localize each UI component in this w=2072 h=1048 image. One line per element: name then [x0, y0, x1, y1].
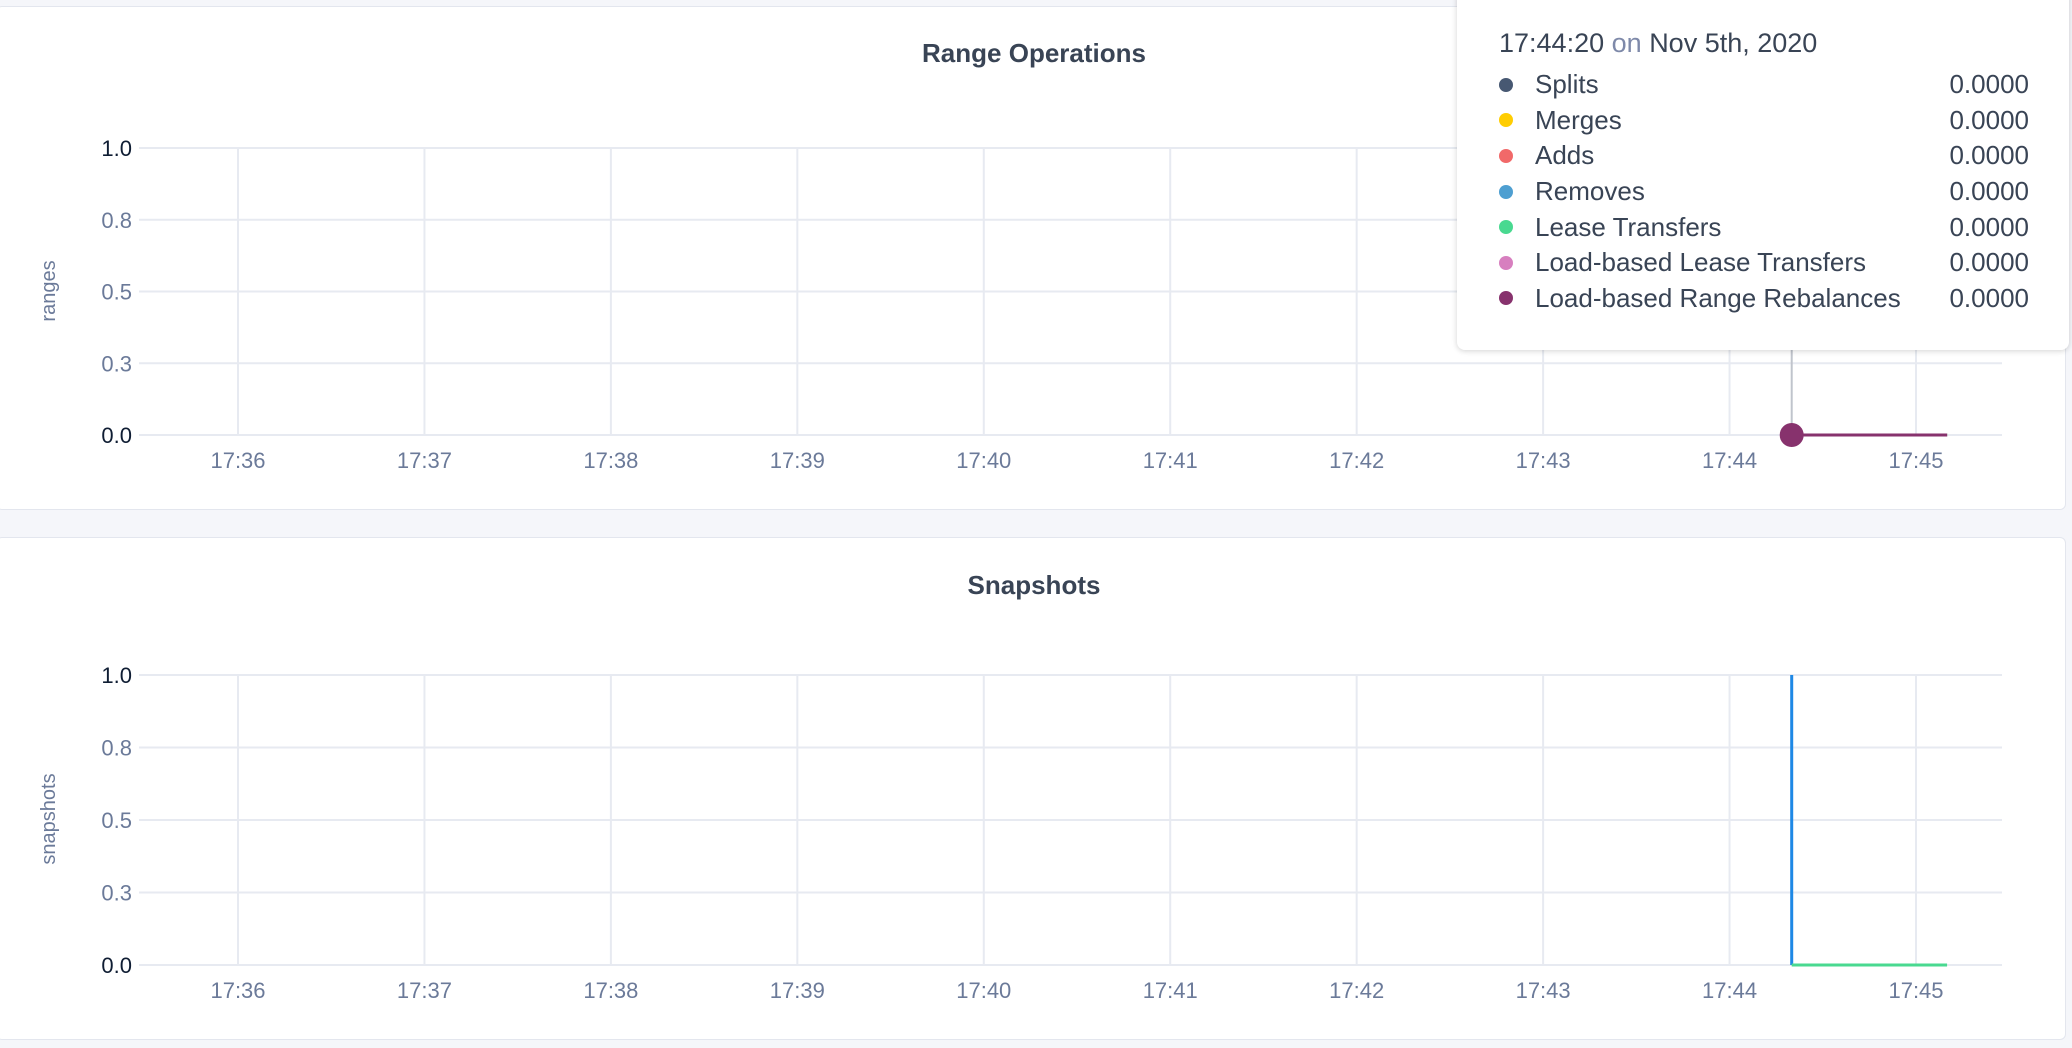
tooltip-series-value: 0.0000 — [1949, 176, 2029, 207]
hover-tooltip: 17:44:20 on Nov 5th, 2020 Splits 0.0000 Me… — [1457, 0, 2069, 350]
snapshots-panel — [0, 537, 2066, 1040]
x-tick-label: 17:45 — [1888, 448, 1943, 473]
legend-dot-icon — [1499, 113, 1513, 128]
legend-dot-icon — [1499, 77, 1513, 92]
legend-dot-icon — [1499, 255, 1513, 270]
tooltip-date: Nov 5th, 2020 — [1649, 28, 1818, 58]
y-tick-label: 0.8 — [101, 208, 132, 233]
tooltip-series-value: 0.0000 — [1949, 140, 2029, 171]
x-tick-label: 17:39 — [770, 978, 825, 1003]
tooltip-on: on — [1611, 28, 1642, 58]
legend-dot-icon — [1499, 291, 1513, 306]
x-tick-label: 17:36 — [210, 448, 265, 473]
y-axis-label: snapshots — [38, 773, 60, 864]
tooltip-row: Adds 0.0000 — [1499, 138, 2069, 174]
x-tick-label: 17:42 — [1329, 978, 1384, 1003]
y-tick-label: 1.0 — [101, 136, 132, 161]
tooltip-series-label: Load-based Lease Transfers — [1535, 247, 1866, 278]
x-tick-label: 17:40 — [956, 978, 1011, 1003]
chart-title: Range Operations — [922, 38, 1146, 68]
tooltip-series-label: Adds — [1535, 140, 1595, 171]
legend-dot-icon — [1499, 148, 1513, 163]
hover-point — [1779, 423, 1804, 447]
x-tick-label: 17:37 — [397, 978, 452, 1003]
x-tick-label: 17:43 — [1516, 978, 1571, 1003]
x-tick-label: 17:39 — [770, 448, 825, 473]
tooltip-row: Load-based Range Rebalances 0.0000 — [1499, 281, 2069, 317]
y-tick-label: 0.0 — [101, 953, 132, 978]
x-tick-label: 17:41 — [1143, 978, 1198, 1003]
y-tick-label: 0.5 — [101, 280, 132, 305]
tooltip-series-value: 0.0000 — [1949, 247, 2029, 278]
tooltip-time: 17:44:20 — [1499, 28, 1605, 58]
y-tick-label: 0.0 — [101, 423, 132, 448]
x-tick-label: 17:37 — [397, 448, 452, 473]
x-tick-label: 17:36 — [210, 978, 265, 1003]
tooltip-series-value: 0.0000 — [1949, 69, 2029, 100]
tooltip-series-label: Removes — [1535, 176, 1645, 207]
tooltip-series-value: 0.0000 — [1949, 104, 2029, 135]
tooltip-series-label: Lease Transfers — [1535, 211, 1722, 242]
tooltip-header: 17:44:20 on Nov 5th, 2020 — [1499, 28, 2069, 59]
x-tick-label: 17:38 — [583, 978, 638, 1003]
x-tick-label: 17:41 — [1143, 448, 1198, 473]
tooltip-row: Merges 0.0000 — [1499, 103, 2069, 139]
y-tick-label: 1.0 — [101, 663, 132, 688]
y-tick-label: 0.5 — [101, 808, 132, 833]
tooltip-row: Load-based Lease Transfers 0.0000 — [1499, 245, 2069, 281]
x-tick-label: 17:38 — [583, 448, 638, 473]
x-tick-label: 17:44 — [1702, 978, 1757, 1003]
x-tick-label: 17:40 — [956, 448, 1011, 473]
y-tick-label: 0.3 — [101, 351, 132, 376]
chart-title: Snapshots — [968, 570, 1101, 600]
legend-dot-icon — [1499, 220, 1513, 235]
tooltip-series-value: 0.0000 — [1949, 211, 2029, 242]
x-tick-label: 17:45 — [1888, 978, 1943, 1003]
x-tick-label: 17:42 — [1329, 448, 1384, 473]
tooltip-series-label: Splits — [1535, 69, 1599, 100]
legend-dot-icon — [1499, 184, 1513, 199]
x-tick-label: 17:43 — [1516, 448, 1571, 473]
tooltip-series-label: Load-based Range Rebalances — [1535, 282, 1901, 313]
tooltip-series-value: 0.0000 — [1949, 282, 2029, 313]
x-tick-label: 17:44 — [1702, 448, 1757, 473]
y-axis-label: ranges — [38, 260, 60, 321]
y-tick-label: 0.8 — [101, 736, 132, 761]
tooltip-row: Lease Transfers 0.0000 — [1499, 209, 2069, 245]
tooltip-row: Removes 0.0000 — [1499, 174, 2069, 210]
y-tick-label: 0.3 — [101, 881, 132, 906]
tooltip-series-label: Merges — [1535, 104, 1622, 135]
tooltip-row: Splits 0.0000 — [1499, 67, 2069, 103]
